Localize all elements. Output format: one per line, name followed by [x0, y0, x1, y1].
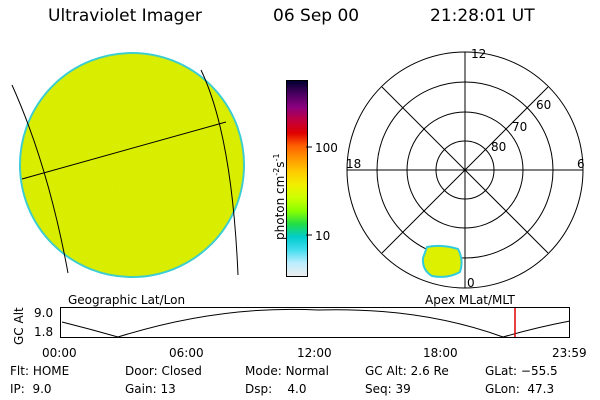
mlt-label-18: 18 [346, 157, 362, 171]
gcalt-label: GC Alt: [365, 364, 407, 378]
flt-label: Flt: [10, 364, 29, 378]
gain-label: Gain: [125, 382, 157, 396]
ip-label: IP: [10, 382, 25, 396]
timeline-xtick-0600: 06:00 [169, 346, 204, 360]
lat-label-80: 80 [491, 140, 507, 154]
status-seq: Seq: 39 [365, 382, 411, 396]
globe-image [11, 52, 245, 278]
status-ip: IP: 9.0 [10, 382, 52, 396]
gcalt-value: 2.6 Re [410, 364, 449, 378]
status-flt: Flt: HOME [10, 364, 69, 378]
status-glat: GLat: −55.5 [485, 364, 558, 378]
time-label: 21:28:01 UT [430, 6, 535, 26]
seq-label: Seq: [365, 382, 392, 396]
flt-value: HOME [32, 364, 70, 378]
status-door: Door: Closed [125, 364, 202, 378]
timeline-xtick-1800: 18:00 [423, 346, 458, 360]
glon-label: GLon: [485, 382, 520, 396]
seq-value: 39 [395, 382, 411, 396]
status-glon: GLon: 47.3 [485, 382, 554, 396]
glat-value: −55.5 [520, 364, 558, 378]
timeline-xtick-2359: 23:59 [552, 346, 587, 360]
door-label: Door: [125, 364, 158, 378]
dsp-label: Dsp: [245, 382, 273, 396]
status-gcalt: GC Alt: 2.6 Re [365, 364, 449, 378]
timeline-xtick-0000: 00:00 [42, 346, 77, 360]
status-dsp: Dsp: 4.0 [245, 382, 307, 396]
dsp-value: 4.0 [287, 382, 307, 396]
unit-photon: photon cm [273, 175, 287, 240]
mlt-label-12: 12 [471, 47, 487, 61]
ip-value: 9.0 [32, 382, 52, 396]
instrument-title: Ultraviolet Imager [48, 6, 202, 26]
door-value: Closed [161, 364, 202, 378]
mlt-label-0: 0 [467, 276, 475, 290]
colorbar-ticks [306, 146, 312, 236]
date-label: 06 Sep 00 [273, 6, 360, 26]
colorbar [286, 80, 308, 277]
colorbar-tick-100: 100 [315, 141, 338, 155]
mlt-label-6: 6 [577, 157, 585, 171]
status-mode: Mode: Normal [245, 364, 329, 378]
timeline-yaxis-label: GC Alt [12, 307, 26, 345]
mode-value: Normal [285, 364, 329, 378]
auroral-blob [421, 244, 463, 278]
unit-exp2: -1 [272, 153, 281, 162]
lat-label-60: 60 [536, 98, 552, 112]
status-gain: Gain: 13 [125, 382, 176, 396]
glon-value: 47.3 [527, 382, 555, 396]
polar-caption: Apex MLat/MLT [425, 293, 515, 307]
timeline-plot [60, 307, 571, 338]
colorbar-tick-10: 10 [315, 229, 331, 243]
colorbar-unit-label: photon cm-2s-1 [272, 153, 287, 240]
timeline-xtick-1200: 12:00 [297, 346, 332, 360]
lat-label-70: 70 [512, 120, 528, 134]
mode-label: Mode: [245, 364, 282, 378]
polar-plot [346, 51, 584, 289]
timeline-ytick-high: 9.0 [34, 306, 54, 320]
globe-meridian-left [11, 84, 69, 274]
unit-s: s [273, 161, 287, 168]
timeline-ytick-low: 1.8 [34, 325, 54, 339]
glat-label: GLat: [485, 364, 518, 378]
globe-caption: Geographic Lat/Lon [68, 293, 186, 307]
gain-value: 13 [160, 382, 176, 396]
altitude-curve [61, 308, 571, 338]
unit-exp1: -2 [272, 167, 281, 176]
globe-meridian-right [200, 69, 239, 276]
globe-latitude-line [21, 121, 227, 180]
